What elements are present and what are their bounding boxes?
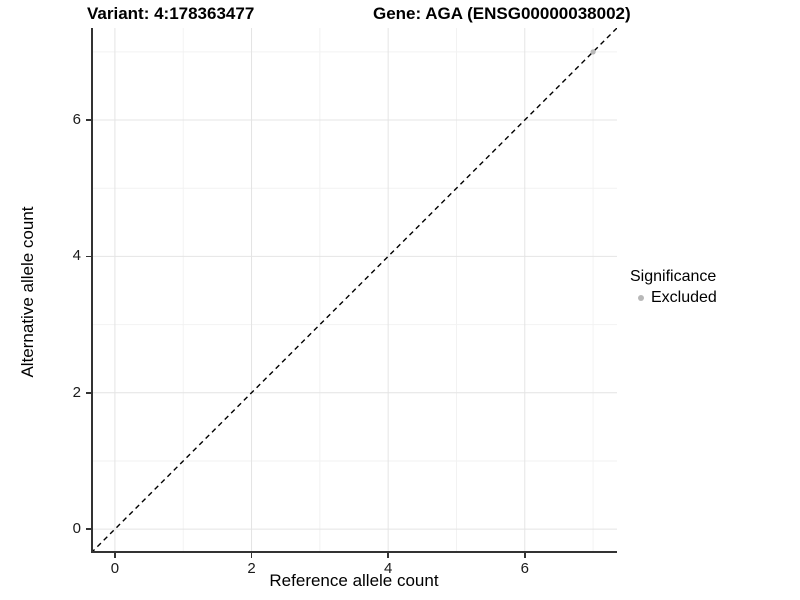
x-tick-label: 0	[110, 560, 120, 577]
y-tick-mark	[86, 528, 91, 530]
x-tick-mark	[114, 553, 116, 558]
x-tick-label: 6	[520, 560, 529, 577]
plot-title-variant: Variant: 4:178363477	[87, 4, 255, 23]
x-tick-mark	[387, 553, 389, 558]
y-tick-mark	[86, 392, 91, 394]
y-tick-label: 4	[72, 247, 81, 265]
legend-title: Significance	[630, 268, 717, 285]
legend-item-excluded: Excluded	[630, 289, 717, 307]
y-tick-label: 2	[72, 383, 81, 401]
x-tick-label: 4	[383, 560, 393, 577]
y-tick-label: 0	[72, 520, 81, 538]
legend-item-label: Excluded	[651, 289, 717, 306]
x-axis-title: Reference allele count	[269, 571, 439, 590]
x-tick-mark	[524, 553, 526, 558]
plot-panel	[91, 28, 617, 553]
x-tick-mark	[250, 553, 253, 558]
plot-title-gene: Gene: AGA (ENSG00000038002)	[373, 4, 631, 23]
legend: Significance Excluded	[630, 268, 717, 307]
x-tick-label: 2	[247, 560, 256, 577]
identity-reference-line	[91, 28, 617, 553]
y-tick-mark	[86, 119, 91, 121]
data-point-excluded	[590, 49, 596, 55]
y-axis-title: Alternative allele count	[18, 206, 37, 378]
plot-panel-canvas	[91, 28, 617, 553]
y-tick-mark	[86, 255, 91, 258]
excluded-point-swatch-icon	[638, 295, 644, 301]
y-tick-label: 6	[72, 111, 81, 129]
